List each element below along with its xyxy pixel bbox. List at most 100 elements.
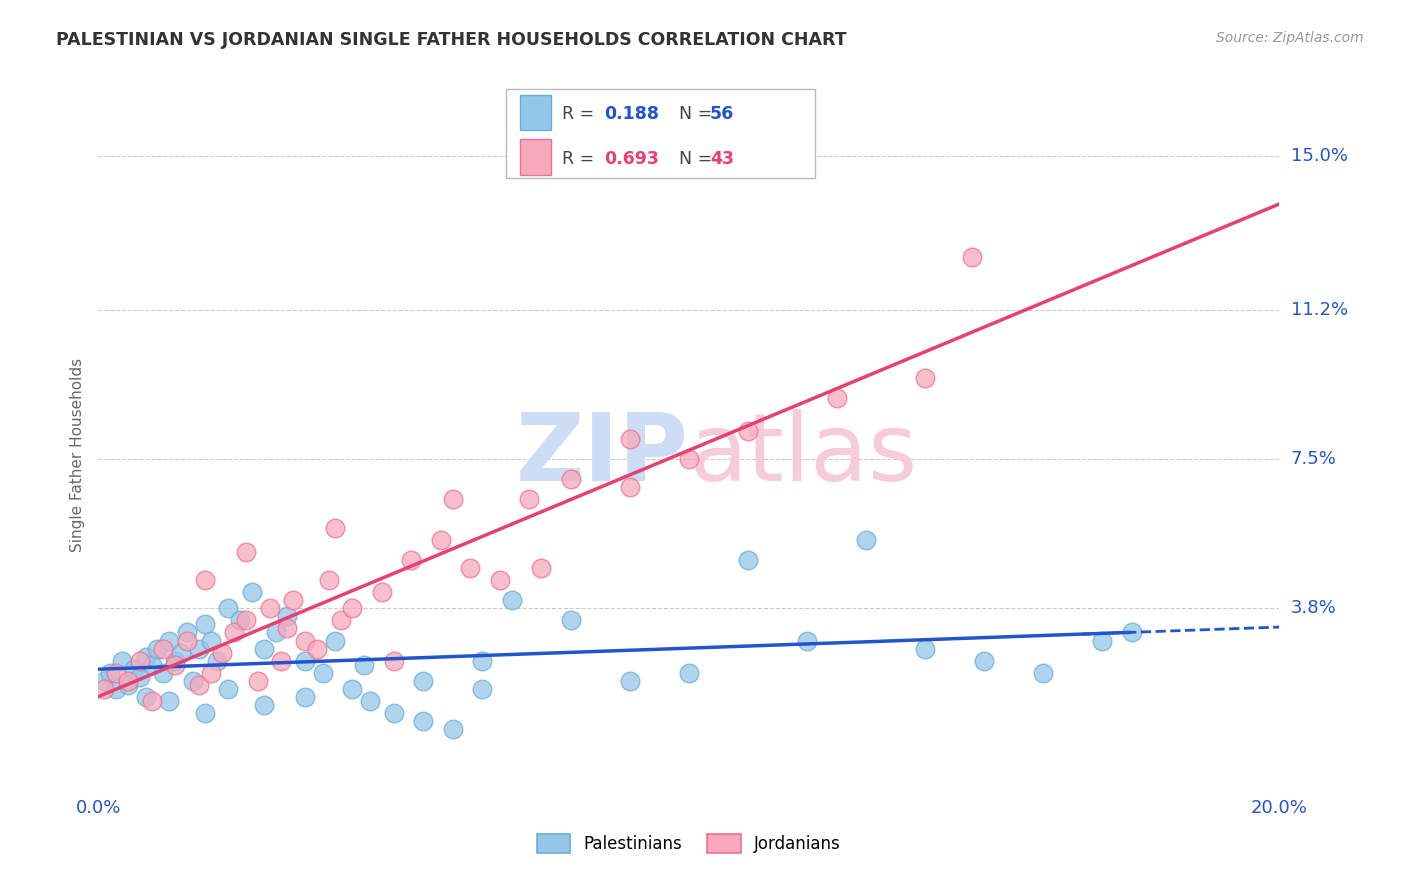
- Text: N =: N =: [668, 105, 717, 123]
- Point: [294, 654, 316, 668]
- Point: [1032, 665, 1054, 680]
- Point: [305, 641, 328, 656]
- Point: [128, 670, 150, 684]
- Point: [157, 694, 180, 708]
- Point: [825, 392, 848, 406]
- Point: [117, 673, 139, 688]
- Point: [93, 673, 115, 688]
- Point: [165, 657, 187, 672]
- Text: ZIP: ZIP: [516, 409, 689, 501]
- Text: Source: ZipAtlas.com: Source: ZipAtlas.com: [1216, 31, 1364, 45]
- Point: [619, 673, 641, 688]
- Point: [441, 492, 464, 507]
- Text: PALESTINIAN VS JORDANIAN SINGLE FATHER HOUSEHOLDS CORRELATION CHART: PALESTINIAN VS JORDANIAN SINGLE FATHER H…: [56, 31, 846, 49]
- Point: [430, 533, 453, 547]
- Point: [240, 585, 263, 599]
- Point: [253, 641, 276, 656]
- Point: [235, 545, 257, 559]
- Point: [105, 665, 128, 680]
- Point: [152, 665, 174, 680]
- Point: [270, 654, 292, 668]
- Point: [1121, 625, 1143, 640]
- Point: [176, 625, 198, 640]
- Point: [914, 641, 936, 656]
- Point: [122, 662, 145, 676]
- Point: [117, 678, 139, 692]
- Point: [246, 673, 269, 688]
- Point: [342, 681, 364, 696]
- Point: [259, 601, 281, 615]
- Point: [323, 633, 346, 648]
- Text: R =: R =: [562, 150, 600, 168]
- Text: atlas: atlas: [689, 409, 917, 501]
- Point: [141, 694, 163, 708]
- Point: [530, 561, 553, 575]
- Point: [855, 533, 877, 547]
- Y-axis label: Single Father Households: Single Father Households: [70, 358, 86, 552]
- Point: [382, 654, 405, 668]
- Point: [619, 432, 641, 446]
- Point: [200, 665, 222, 680]
- Point: [318, 573, 340, 587]
- Point: [312, 665, 335, 680]
- Point: [560, 613, 582, 627]
- Legend: Palestinians, Jordanians: Palestinians, Jordanians: [530, 828, 848, 860]
- Point: [187, 641, 209, 656]
- Point: [217, 681, 239, 696]
- Point: [135, 690, 157, 704]
- Point: [501, 593, 523, 607]
- Point: [371, 585, 394, 599]
- Point: [412, 673, 434, 688]
- Text: 11.2%: 11.2%: [1291, 301, 1348, 318]
- Point: [460, 561, 482, 575]
- Point: [283, 593, 305, 607]
- Point: [194, 706, 217, 721]
- Point: [329, 613, 352, 627]
- Point: [187, 678, 209, 692]
- Text: 3.8%: 3.8%: [1291, 599, 1336, 617]
- Point: [264, 625, 287, 640]
- Point: [619, 480, 641, 494]
- Point: [382, 706, 405, 721]
- Point: [471, 681, 494, 696]
- Point: [181, 673, 204, 688]
- Point: [200, 633, 222, 648]
- Point: [560, 472, 582, 486]
- Text: 15.0%: 15.0%: [1291, 147, 1347, 165]
- Point: [152, 641, 174, 656]
- Point: [359, 694, 381, 708]
- Point: [678, 665, 700, 680]
- Point: [205, 654, 228, 668]
- Point: [93, 681, 115, 696]
- Point: [111, 654, 134, 668]
- Point: [157, 633, 180, 648]
- Point: [412, 714, 434, 729]
- Point: [519, 492, 541, 507]
- Point: [105, 681, 128, 696]
- Point: [170, 646, 193, 660]
- Point: [737, 553, 759, 567]
- Point: [294, 633, 316, 648]
- Text: N =: N =: [668, 150, 717, 168]
- Point: [401, 553, 423, 567]
- Point: [441, 723, 464, 737]
- Point: [276, 622, 298, 636]
- Point: [235, 613, 257, 627]
- Point: [323, 520, 346, 534]
- Point: [276, 609, 298, 624]
- Point: [1091, 633, 1114, 648]
- Point: [194, 573, 217, 587]
- Point: [211, 646, 233, 660]
- Point: [128, 654, 150, 668]
- Text: 7.5%: 7.5%: [1291, 450, 1337, 468]
- Text: R =: R =: [562, 105, 600, 123]
- Point: [471, 654, 494, 668]
- Point: [98, 665, 121, 680]
- Text: 0.693: 0.693: [605, 150, 659, 168]
- Point: [176, 633, 198, 648]
- Point: [229, 613, 252, 627]
- Point: [353, 657, 375, 672]
- Point: [973, 654, 995, 668]
- Point: [294, 690, 316, 704]
- Text: 56: 56: [710, 105, 734, 123]
